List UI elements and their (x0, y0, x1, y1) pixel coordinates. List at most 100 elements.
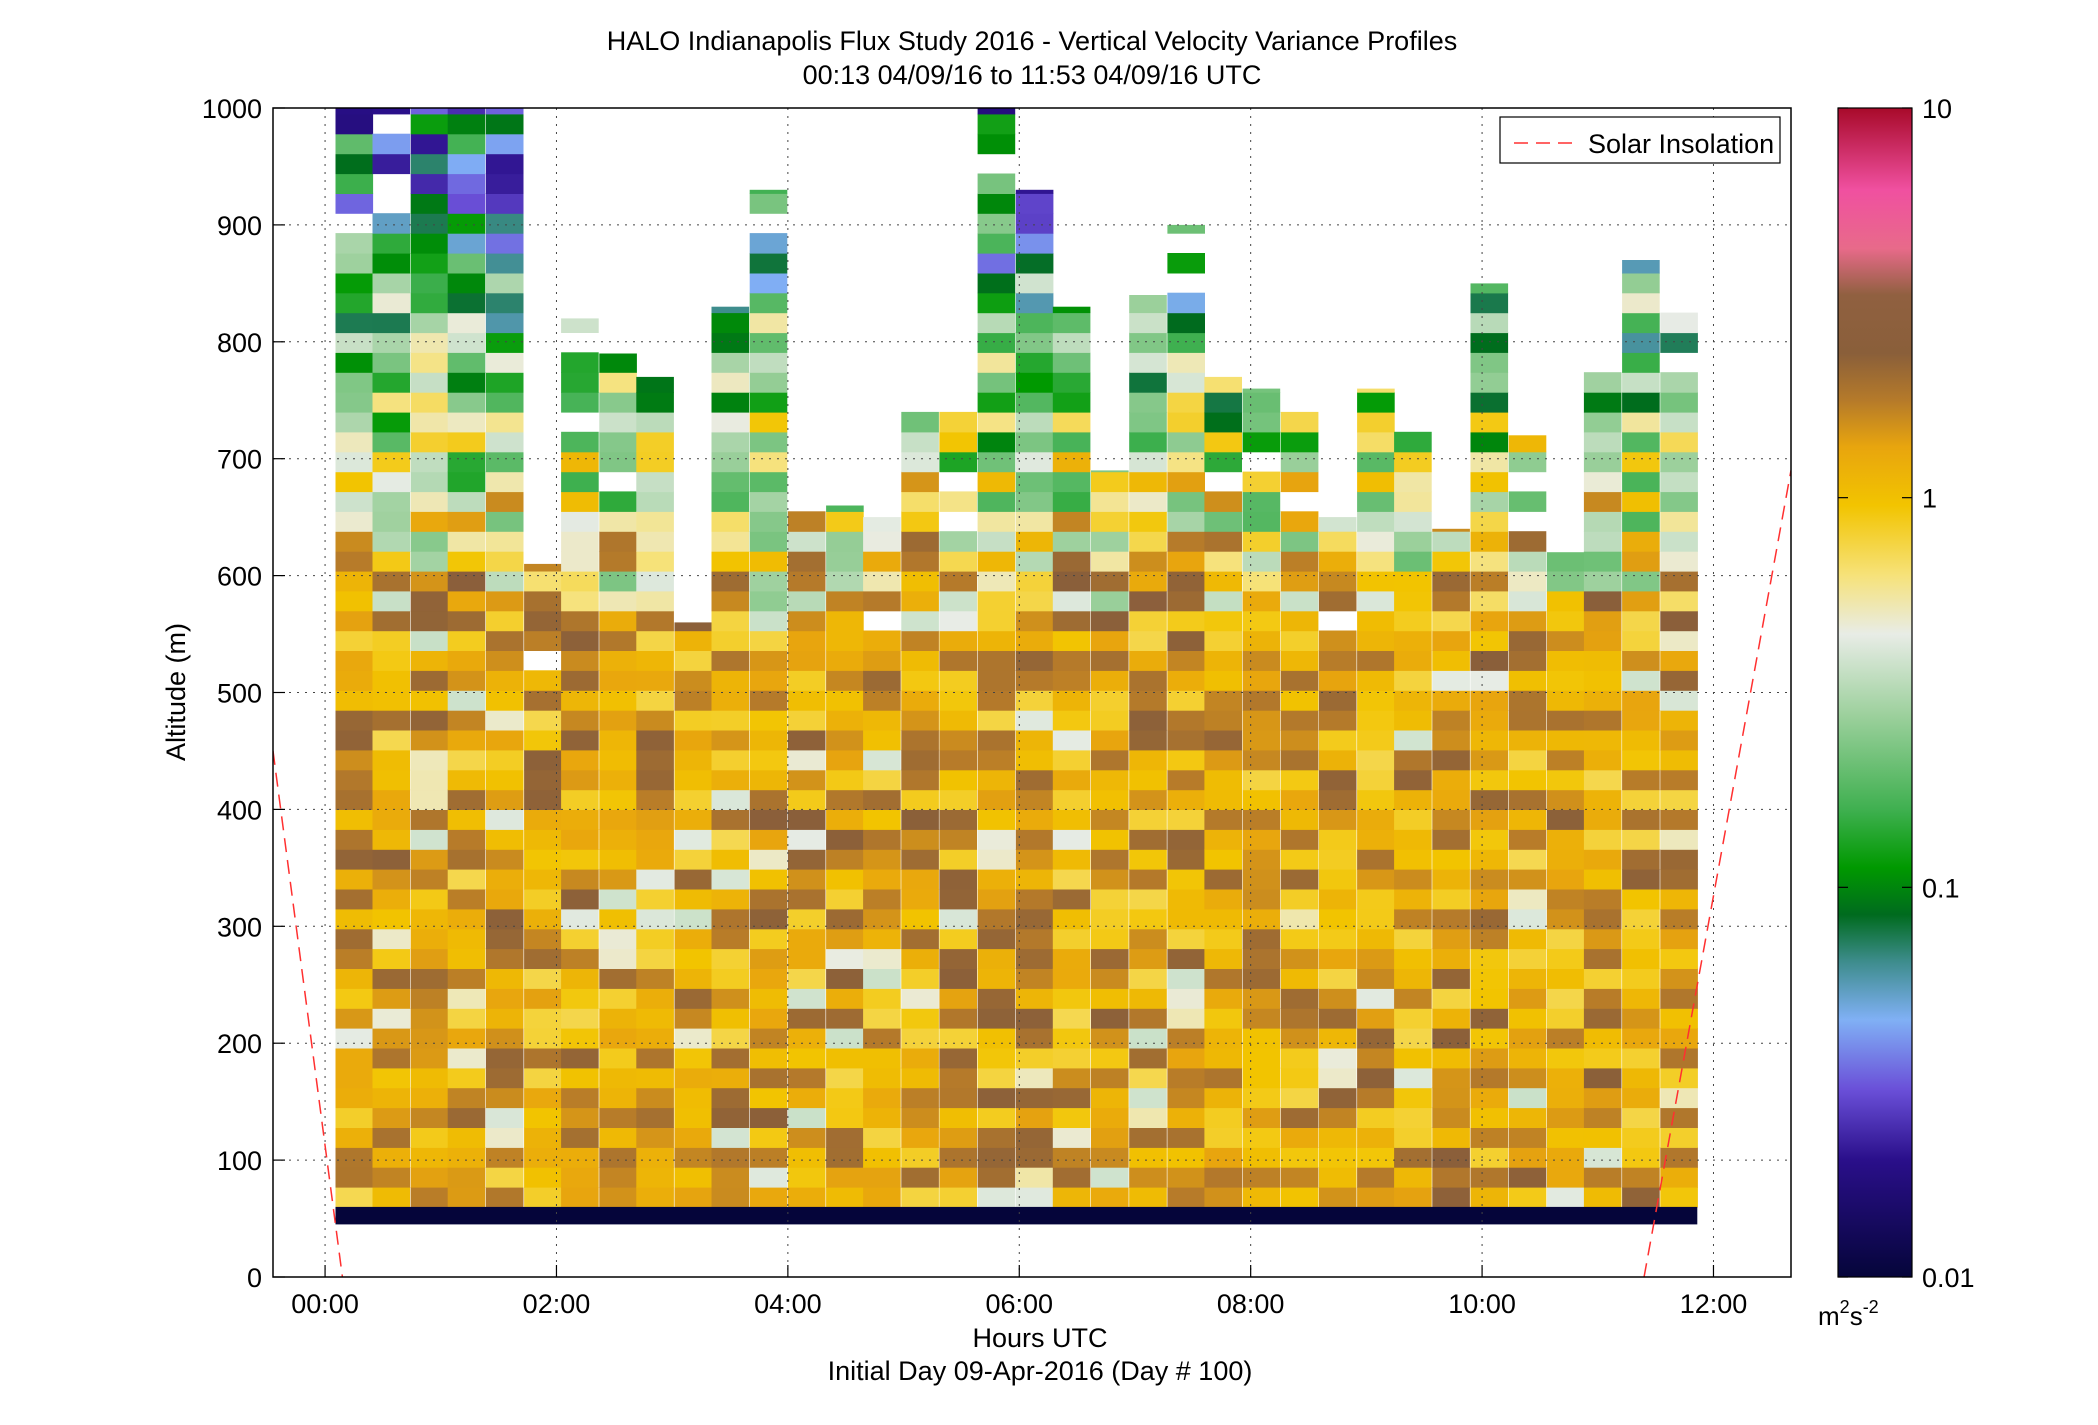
heatmap-cell (524, 690, 562, 711)
heatmap-cell (1129, 650, 1167, 671)
heatmap-cell (1508, 1008, 1547, 1029)
heatmap-cell (561, 1187, 599, 1208)
heatmap-cell (1242, 392, 1281, 413)
heatmap-cell (1052, 630, 1091, 651)
heatmap-cell (1546, 729, 1585, 751)
heatmap-cell (1129, 829, 1167, 850)
heatmap-cell (1015, 948, 1054, 969)
heatmap-cell (561, 352, 599, 373)
heatmap-cell (1167, 988, 1205, 1009)
heatmap-cell (1357, 451, 1395, 473)
heatmap-cell (410, 829, 449, 850)
heatmap-cell (863, 729, 901, 751)
heatmap-cell (599, 849, 637, 870)
heatmap-cell (977, 789, 1016, 810)
heatmap-cell (1432, 908, 1470, 930)
heatmap-cell (674, 1147, 713, 1168)
heatmap-cell (1167, 729, 1205, 751)
heatmap-cell (1622, 1147, 1660, 1168)
y-tick-label: 800 (217, 328, 262, 358)
heatmap-cell (863, 1087, 901, 1109)
heatmap-cell (410, 352, 449, 373)
heatmap-cell (447, 1067, 486, 1089)
heatmap-cell (561, 869, 599, 890)
heatmap-cell (711, 809, 750, 830)
heatmap-cell (711, 431, 750, 453)
heatmap-cell (1470, 411, 1509, 433)
heatmap-cell (1167, 491, 1205, 512)
heatmap-cell (787, 789, 826, 810)
heatmap-cell (674, 670, 713, 691)
heatmap-cell (1129, 1107, 1167, 1128)
heatmap-cell (524, 1167, 562, 1188)
heatmap-cell (787, 670, 826, 691)
heatmap-cell (1622, 312, 1660, 334)
heatmap-cell (372, 869, 411, 890)
colorbar-tick-label: 1 (1922, 484, 1937, 514)
heatmap-cell (1280, 769, 1319, 791)
heatmap-cell (1622, 1087, 1660, 1109)
heatmap-cell (1280, 551, 1319, 572)
heatmap-cell (1583, 670, 1622, 691)
heatmap-cell (1091, 570, 1129, 592)
heatmap-cell (410, 491, 449, 512)
y-tick-label: 0 (247, 1263, 262, 1293)
heatmap-cell (410, 233, 449, 254)
heatmap-cell (485, 1107, 524, 1128)
heatmap-cell (1583, 769, 1622, 791)
heatmap-cell (1204, 769, 1242, 791)
heatmap-cell (977, 312, 1016, 334)
heatmap-cell (901, 670, 939, 691)
heatmap-cell (335, 272, 374, 294)
heatmap-cell (1660, 1127, 1698, 1148)
heatmap-cell (1052, 968, 1091, 989)
heatmap-cell (1204, 789, 1242, 810)
heatmap-cell (372, 352, 411, 373)
heatmap-cell (1508, 1167, 1547, 1188)
heatmap-cell (749, 988, 788, 1009)
heatmap-cell (1167, 789, 1205, 810)
heatmap-cell (1622, 372, 1660, 393)
heatmap-cell (1015, 372, 1054, 393)
heatmap-cell (826, 908, 864, 930)
heatmap-cell (1280, 1028, 1319, 1049)
heatmap-cell (1546, 1127, 1585, 1148)
heatmap-cell (1583, 392, 1622, 413)
heatmap-cell (1508, 1107, 1547, 1128)
heatmap-cell (901, 988, 939, 1009)
heatmap-cell (1660, 1087, 1698, 1109)
heatmap-cell (1015, 1047, 1054, 1069)
heatmap-cell (1280, 1187, 1319, 1208)
heatmap-cell (447, 570, 486, 592)
heatmap-cell (1242, 968, 1281, 989)
heatmap-cell (1167, 352, 1205, 373)
heatmap-cell (485, 869, 524, 890)
heatmap-cell (485, 173, 524, 194)
heatmap-cell (787, 1087, 826, 1109)
heatmap-cell (636, 1067, 674, 1089)
heatmap-cell (1015, 511, 1054, 532)
heatmap-cell (1470, 1147, 1509, 1168)
heatmap-cell (1583, 511, 1622, 532)
heatmap-cell (1394, 1187, 1432, 1208)
heatmap-cell (1546, 769, 1585, 791)
heatmap-cell (1470, 1087, 1509, 1109)
heatmap-cell (1091, 1047, 1129, 1069)
heatmap-cell (901, 610, 939, 632)
heatmap-cell (863, 948, 901, 969)
heatmap-cell (636, 570, 674, 592)
heatmap-cell (1432, 551, 1470, 572)
heatmap-cell (1318, 869, 1357, 890)
heatmap-cell (1242, 590, 1281, 612)
heatmap-cell (901, 551, 939, 572)
heatmap-cell (1622, 829, 1660, 850)
heatmap-cell (1052, 306, 1091, 314)
heatmap-cell (485, 1028, 524, 1049)
heatmap-cell (1508, 928, 1547, 950)
heatmap-cell (1052, 988, 1091, 1009)
heatmap-cell (787, 630, 826, 651)
heatmap-cell (1546, 809, 1585, 830)
heatmap-cell (1394, 789, 1432, 810)
x-axis-ticks: 00:00 02:00 04:00 06:00 08:00 10:00 12:00 (291, 1265, 1747, 1319)
